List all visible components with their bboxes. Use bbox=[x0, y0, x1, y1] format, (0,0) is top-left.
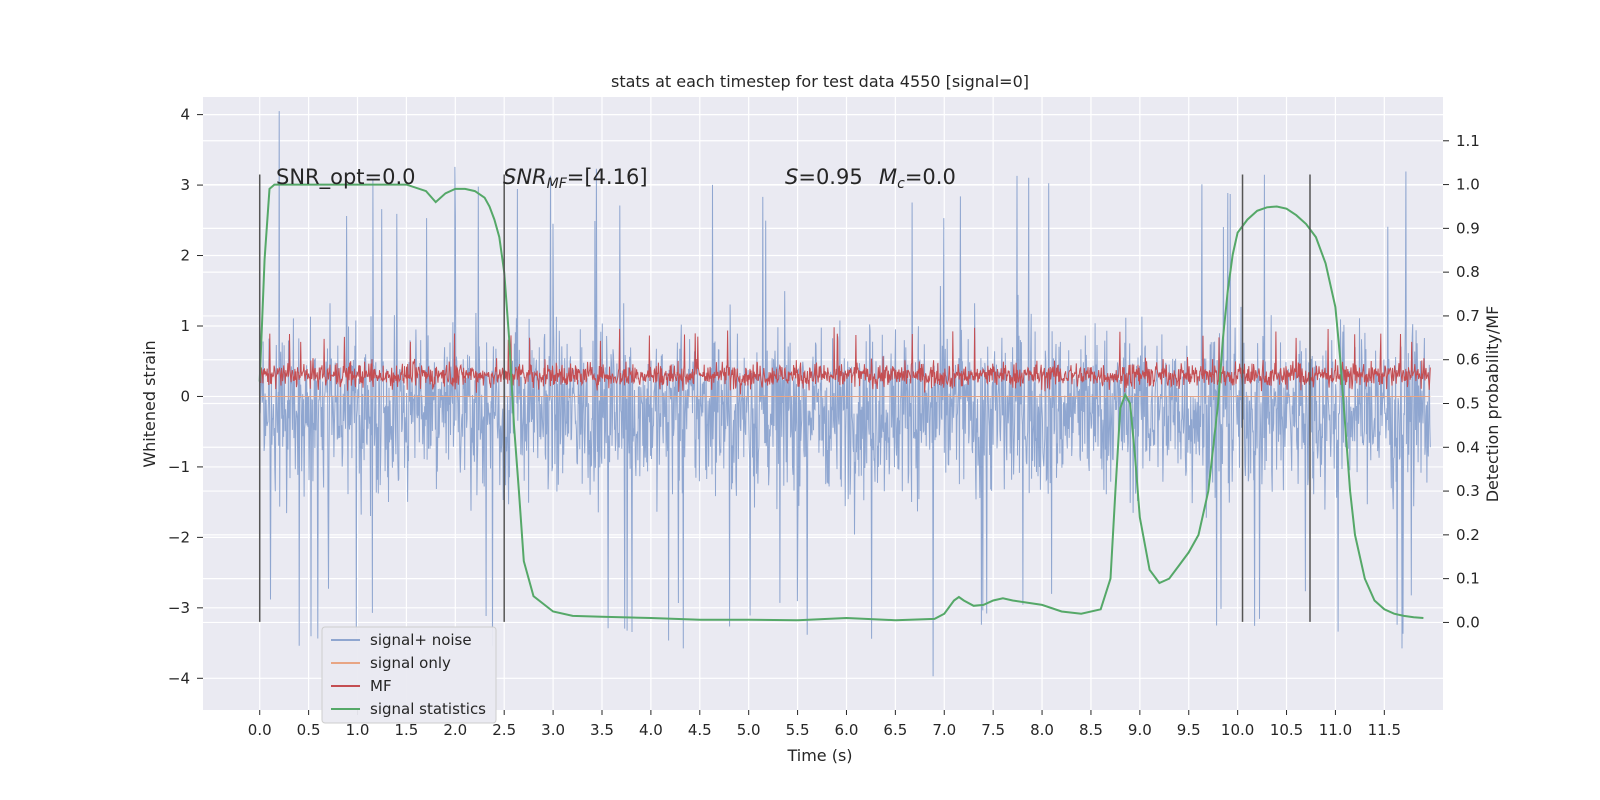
x-tick-label: 0.0 bbox=[248, 721, 272, 739]
x-tick-label: 11.5 bbox=[1368, 721, 1401, 739]
right-y-tick-label: 0.5 bbox=[1456, 395, 1480, 413]
annotation-mc: Mc=0.0 bbox=[879, 165, 956, 192]
series-layer bbox=[258, 111, 1431, 677]
right-y-tick-label: 0.9 bbox=[1456, 219, 1480, 237]
right-y-tick-label: 0.7 bbox=[1456, 307, 1480, 325]
x-tick-label: 6.0 bbox=[835, 721, 859, 739]
x-axis-label: Time (s) bbox=[786, 746, 852, 765]
x-tick-label: 8.0 bbox=[1030, 721, 1054, 739]
x-tick-label: 7.5 bbox=[981, 721, 1005, 739]
x-tick-label: 11.0 bbox=[1319, 721, 1352, 739]
y-tick-label: 1 bbox=[180, 317, 190, 335]
y-tick-label: 4 bbox=[180, 106, 190, 124]
right-y-tick-label: 0.2 bbox=[1456, 526, 1480, 544]
right-y-tick-label: 0.1 bbox=[1456, 570, 1480, 588]
legend-label-signal-noise: signal+ noise bbox=[370, 631, 472, 649]
right-y-tick-label: 0.0 bbox=[1456, 613, 1480, 631]
right-y-axis-label: Detection probability/MF bbox=[1483, 306, 1502, 503]
x-tick-label: 1.0 bbox=[346, 721, 370, 739]
x-tick-label: 3.5 bbox=[590, 721, 614, 739]
y-tick-label: −4 bbox=[168, 669, 190, 687]
y-tick-label: −2 bbox=[168, 528, 190, 546]
right-y-tick-label: 1.1 bbox=[1456, 132, 1480, 150]
annotation-s: S=0.95 bbox=[785, 165, 863, 189]
legend: signal+ noise signal only MF signal stat… bbox=[321, 626, 497, 724]
x-tick-labels: 0.0 0.5 1.0 1.5 2.0 2.5 3.0 3.5 4.0 4.5 5.0 5.5 6.0 6… bbox=[248, 710, 1401, 739]
x-tick-label: 6.5 bbox=[883, 721, 907, 739]
x-tick-label: 10.5 bbox=[1270, 721, 1303, 739]
y-tick-label: 3 bbox=[180, 176, 190, 194]
chart-title: stats at each timestep for test data 455… bbox=[611, 72, 1029, 91]
right-y-tick-labels: 0.0 0.1 0.2 0.3 0.4 0.5 0.6 0.7 0.8 0.9 1.0 1.1 bbox=[1443, 132, 1480, 631]
x-tick-label: 2.5 bbox=[492, 721, 516, 739]
y-tick-labels: −4 −3 −2 −1 0 1 2 3 4 bbox=[168, 106, 203, 687]
x-tick-label: 2.0 bbox=[443, 721, 467, 739]
x-tick-label: 7.0 bbox=[932, 721, 956, 739]
vertical-markers bbox=[258, 174, 1311, 622]
series-mf bbox=[259, 327, 1431, 395]
x-tick-label: 3.0 bbox=[541, 721, 565, 739]
y-tick-label: 0 bbox=[180, 387, 190, 405]
series-signal-noise bbox=[259, 111, 1431, 677]
series-signal-statistics bbox=[258, 183, 1424, 622]
legend-label-mf: MF bbox=[370, 677, 392, 695]
x-tick-label: 5.0 bbox=[737, 721, 761, 739]
annotation-snr-mf: SNRMF=[4.16] bbox=[503, 165, 648, 192]
y-tick-label: −3 bbox=[168, 599, 190, 617]
x-tick-label: 4.5 bbox=[688, 721, 712, 739]
right-y-tick-label: 0.8 bbox=[1456, 263, 1480, 281]
right-y-tick-label: 1.0 bbox=[1456, 176, 1480, 194]
legend-label-signal-statistics: signal statistics bbox=[370, 700, 486, 718]
x-tick-label: 4.0 bbox=[639, 721, 663, 739]
x-tick-label: 5.5 bbox=[786, 721, 810, 739]
x-tick-label: 1.5 bbox=[394, 721, 418, 739]
legend-box bbox=[321, 626, 497, 724]
y-tick-label: −1 bbox=[168, 458, 190, 476]
x-tick-label: 10.0 bbox=[1221, 721, 1254, 739]
annotation-snr-opt: SNR_opt=0.0 bbox=[276, 165, 416, 190]
legend-label-signal-only: signal only bbox=[370, 654, 451, 672]
y-tick-label: 2 bbox=[180, 247, 190, 265]
x-tick-label: 9.0 bbox=[1128, 721, 1152, 739]
x-tick-label: 8.5 bbox=[1079, 721, 1103, 739]
x-tick-label: 0.5 bbox=[297, 721, 321, 739]
right-y-tick-label: 0.3 bbox=[1456, 482, 1480, 500]
y-axis-label: Whitened strain bbox=[140, 340, 159, 467]
x-tick-label: 9.5 bbox=[1177, 721, 1201, 739]
right-y-tick-label: 0.6 bbox=[1456, 351, 1480, 369]
right-y-tick-label: 0.4 bbox=[1456, 438, 1480, 456]
